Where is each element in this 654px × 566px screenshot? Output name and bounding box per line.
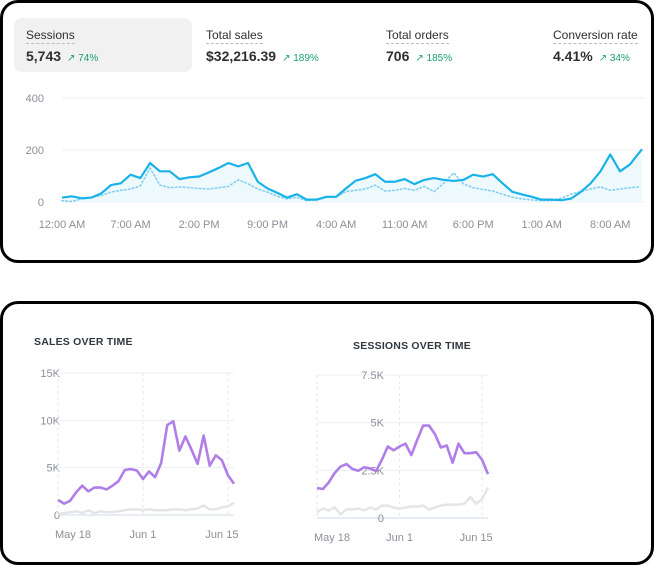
metric-label: Conversion rate: [553, 28, 638, 44]
sessions-line: [61, 148, 643, 202]
arrow-up-right-icon: ↗: [415, 53, 424, 64]
y-tick-label: 200: [26, 145, 44, 157]
x-tick-label: Jun 1: [386, 532, 413, 544]
x-tick-label: 7:00 AM: [110, 219, 150, 231]
metric-label: Sessions: [26, 28, 75, 44]
y-tick-label: 400: [26, 93, 44, 105]
sales-chart-title: SALES OVER TIME: [34, 336, 133, 348]
metric-change: 185%: [426, 53, 453, 64]
arrow-up-right-icon: ↗: [67, 53, 76, 64]
x-tick-label: Jun 1: [130, 529, 157, 541]
x-tick-label: 4:00 AM: [316, 219, 356, 231]
x-tick-label: May 18: [55, 529, 91, 541]
metric-total-orders[interactable]: Total orders 706 ↗ 185%: [374, 18, 534, 72]
sessions-area: [62, 149, 642, 202]
metric-change: 34%: [609, 53, 630, 64]
y-tick-label: 0: [54, 510, 60, 522]
x-tick-label: 8:00 AM: [590, 219, 630, 231]
current-period-line: [57, 419, 236, 505]
metric-sessions[interactable]: Sessions 5,743 ↗ 74%: [14, 18, 192, 72]
metric-label: Total orders: [386, 28, 449, 44]
y-tick-label: 15K: [40, 368, 60, 380]
sessions-chart-title: SESSIONS OVER TIME: [353, 340, 471, 352]
y-tick-label: 7.5K: [361, 370, 384, 382]
x-tick-label: Jun 15: [460, 532, 493, 544]
current-period-line: [316, 424, 490, 491]
y-tick-label: 0: [378, 513, 384, 525]
previous-period-line: [57, 501, 235, 516]
y-tick-label: 10K: [40, 415, 60, 427]
metric-value: 706: [386, 48, 410, 64]
metric-change: 189%: [293, 53, 319, 64]
x-tick-label: Jun 15: [205, 529, 238, 541]
y-tick-label: 5K: [371, 418, 385, 430]
metric-value: 5,743: [26, 48, 62, 64]
x-tick-label: 12:00 AM: [39, 219, 85, 231]
over-time-panel: [0, 301, 654, 565]
metric-change: 74%: [78, 53, 99, 64]
x-tick-label: 9:00 PM: [247, 219, 288, 231]
x-tick-label: 11:00 AM: [382, 219, 428, 231]
metric-value: 4.41%: [553, 48, 593, 64]
metric-label: Total sales: [206, 28, 263, 44]
x-tick-label: 2:00 PM: [179, 219, 220, 231]
metric-value: $32,216.39: [206, 48, 277, 64]
x-tick-label: 6:00 PM: [453, 219, 494, 231]
x-tick-label: 1:00 AM: [522, 219, 562, 231]
metric-conversion-rate[interactable]: Conversion rate 4.41% ↗ 34%: [541, 18, 651, 72]
y-tick-label: 5K: [47, 463, 61, 475]
x-tick-label: May 18: [314, 532, 350, 544]
y-tick-label: 0: [38, 197, 44, 209]
arrow-up-right-icon: ↗: [598, 53, 608, 64]
metric-total-sales[interactable]: Total sales $32,216.39 ↗ 189%: [194, 18, 364, 72]
previous-period-line: [316, 486, 490, 516]
arrow-up-right-icon: ↗: [282, 53, 291, 64]
